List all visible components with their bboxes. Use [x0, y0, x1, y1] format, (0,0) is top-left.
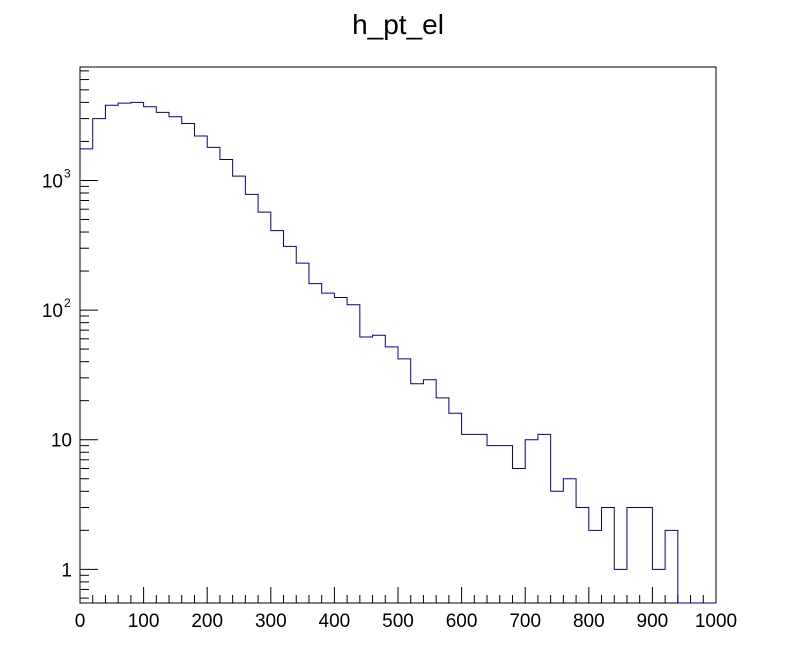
x-tick-label: 300	[255, 611, 287, 632]
x-tick-label: 900	[637, 611, 669, 632]
x-axis: 0 100 200 300 400 500 600 700 800 900 1000	[75, 587, 737, 632]
y-tick-label: 10	[51, 431, 72, 452]
y-tick-label-base: 10	[42, 301, 63, 322]
x-tick-label: 1000	[695, 611, 737, 632]
x-tick-label: 700	[509, 611, 541, 632]
x-tick-label: 0	[75, 611, 86, 632]
plot-frame	[79, 66, 717, 604]
y-tick-label-exponent: 2	[64, 296, 71, 310]
x-tick-label: 100	[128, 611, 160, 632]
x-tick-label: 800	[573, 611, 605, 632]
chart-title: h_pt_el	[352, 9, 444, 40]
y-tick-label-base: 10	[42, 171, 63, 192]
histogram-outline	[80, 101, 716, 604]
y-tick-label: 1	[61, 560, 72, 581]
x-tick-label: 400	[319, 611, 351, 632]
x-tick-label: 200	[191, 611, 223, 632]
x-tick-label: 500	[382, 611, 414, 632]
x-tick-label: 600	[446, 611, 478, 632]
y-tick-label-exponent: 3	[64, 166, 71, 180]
